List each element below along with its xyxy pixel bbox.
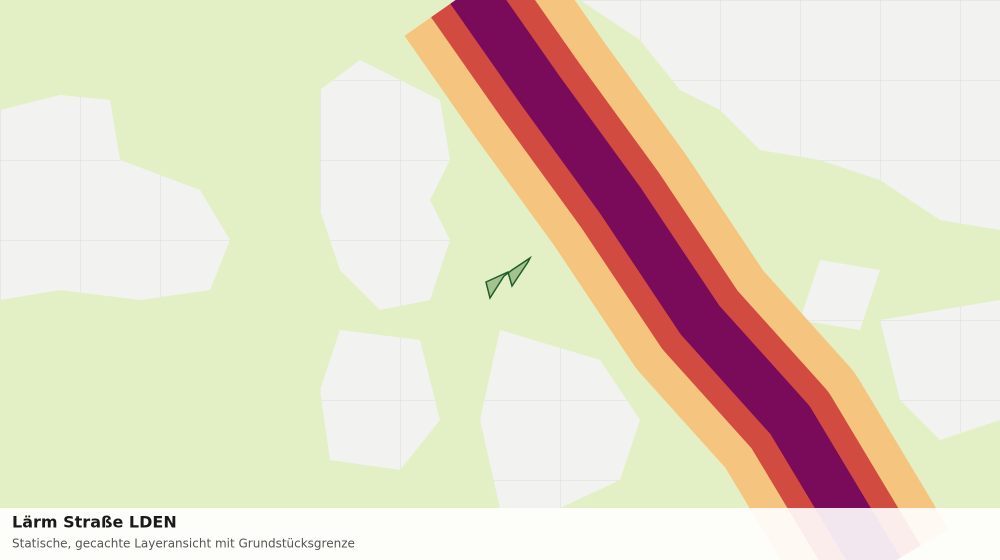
open-areas [0, 0, 1000, 508]
caption-bar [0, 508, 1000, 560]
parcel-boundary [485, 255, 532, 300]
title: Lärm Straße LDEN [12, 513, 177, 532]
subtitle: Statische, gecachte Layeransicht mit Gru… [12, 537, 355, 551]
noise-bands [404, 0, 949, 560]
